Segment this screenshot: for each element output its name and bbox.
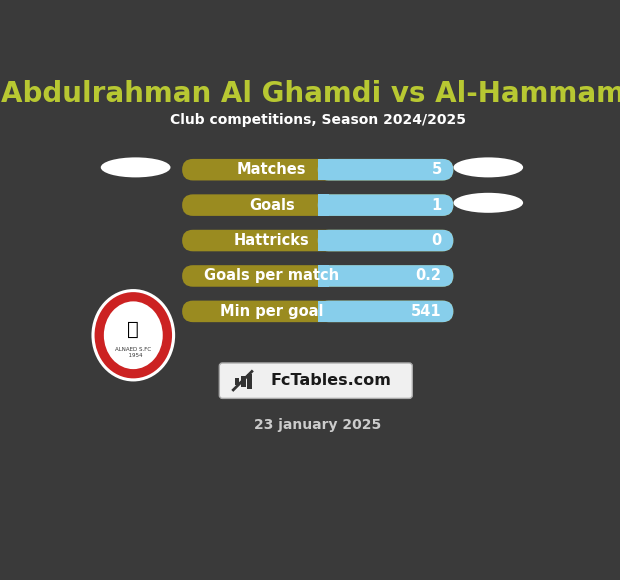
FancyBboxPatch shape — [317, 159, 453, 180]
Text: Matches: Matches — [237, 162, 306, 177]
Ellipse shape — [95, 292, 172, 378]
Bar — [317, 300, 329, 322]
Text: Hattricks: Hattricks — [234, 233, 309, 248]
FancyBboxPatch shape — [182, 300, 453, 322]
FancyBboxPatch shape — [317, 194, 453, 216]
Bar — [317, 265, 329, 287]
Text: 0: 0 — [432, 233, 441, 248]
Text: 541: 541 — [411, 304, 441, 319]
FancyBboxPatch shape — [317, 230, 453, 251]
Ellipse shape — [453, 193, 523, 213]
Text: 1: 1 — [432, 198, 441, 213]
FancyBboxPatch shape — [317, 265, 453, 287]
Ellipse shape — [453, 157, 523, 177]
Text: 0.2: 0.2 — [416, 269, 441, 284]
Bar — [247, 374, 252, 389]
Bar — [241, 376, 246, 387]
FancyBboxPatch shape — [182, 159, 453, 180]
Bar — [235, 378, 239, 385]
FancyBboxPatch shape — [317, 300, 453, 322]
Bar — [317, 159, 329, 180]
Text: Min per goal: Min per goal — [220, 304, 324, 319]
Text: ⚽: ⚽ — [128, 320, 139, 339]
Text: FcTables.com: FcTables.com — [270, 373, 391, 388]
Bar — [317, 194, 329, 216]
Text: 23 january 2025: 23 january 2025 — [254, 418, 381, 432]
Text: 5: 5 — [432, 162, 441, 177]
FancyBboxPatch shape — [182, 265, 453, 287]
Text: Goals per match: Goals per match — [204, 269, 339, 284]
FancyBboxPatch shape — [219, 363, 412, 398]
Ellipse shape — [92, 289, 175, 382]
Text: Goals: Goals — [249, 198, 294, 213]
Text: Club competitions, Season 2024/2025: Club competitions, Season 2024/2025 — [170, 114, 466, 128]
FancyBboxPatch shape — [182, 194, 453, 216]
Text: ALNAED S.FC
  1954: ALNAED S.FC 1954 — [115, 347, 151, 358]
Bar — [317, 230, 329, 251]
Text: Abdulrahman Al Ghamdi vs Al-Hammami: Abdulrahman Al Ghamdi vs Al-Hammami — [1, 80, 620, 108]
Ellipse shape — [100, 157, 170, 177]
Ellipse shape — [104, 302, 162, 369]
FancyBboxPatch shape — [182, 230, 453, 251]
